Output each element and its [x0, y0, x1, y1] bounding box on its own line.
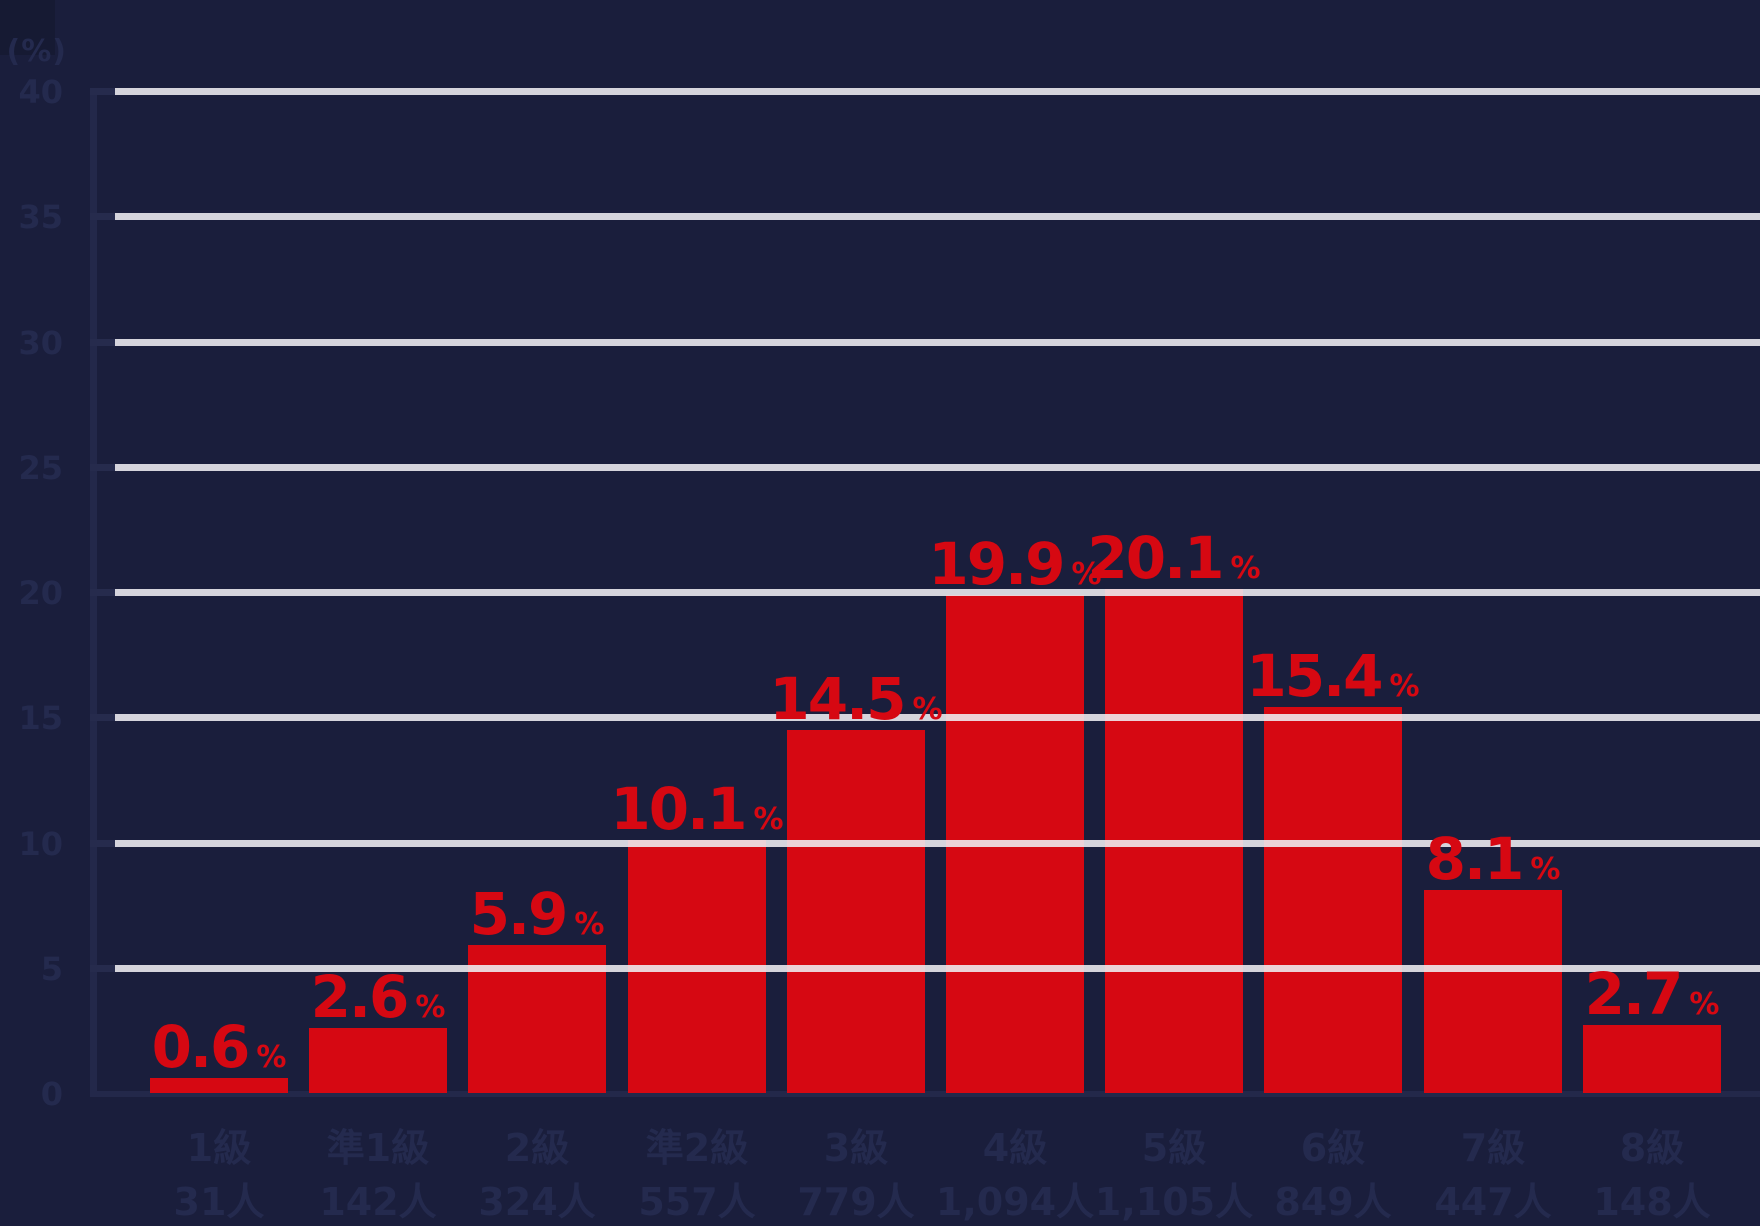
gridline: [115, 88, 1760, 95]
percent-suffix: %: [1530, 852, 1561, 887]
percent-suffix: %: [1071, 557, 1102, 592]
bar-value-label: 20.1%: [1087, 529, 1260, 587]
bar: [787, 730, 925, 1093]
percent-suffix: %: [753, 802, 784, 837]
bar-value-number: 0.6: [151, 1013, 251, 1081]
gridline-stub: [90, 88, 115, 95]
bar-value-label: 8.1%: [1426, 830, 1561, 888]
gridline: [115, 714, 1760, 721]
bar-value-number: 2.7: [1584, 960, 1684, 1028]
percent-suffix: %: [1689, 987, 1720, 1022]
bar: [150, 1078, 288, 1093]
percent-suffix: %: [415, 990, 446, 1025]
category-label: 4級: [982, 1126, 1048, 1170]
count-label: 148人: [1593, 1180, 1711, 1224]
bar-value-number: 8.1: [1425, 825, 1525, 893]
percent-suffix: %: [1389, 669, 1420, 704]
count-label: 1,094人: [935, 1180, 1095, 1224]
count-label: 1,105人: [1094, 1180, 1254, 1224]
count-label: 557人: [638, 1180, 756, 1224]
bar-value-label: 19.9%: [928, 535, 1101, 593]
category-label: 準2級: [645, 1126, 749, 1170]
category-label: 準1級: [326, 1126, 430, 1170]
y-tick-label: 40: [18, 73, 63, 111]
corner-artifact: [0, 0, 55, 55]
gridline-stub: [90, 339, 115, 346]
y-tick-label: 35: [18, 198, 63, 236]
y-tick-label: 0: [40, 1075, 63, 1113]
count-label: 849人: [1274, 1180, 1392, 1224]
y-tick-label: 5: [40, 950, 63, 988]
count-label: 324人: [478, 1180, 596, 1224]
bar-value-label: 10.1%: [610, 780, 783, 838]
gridline-stub: [90, 840, 115, 847]
bar-value-number: 15.4: [1246, 642, 1383, 710]
bar-value-number: 14.5: [769, 665, 906, 733]
bar-value-label: 0.6%: [152, 1018, 287, 1076]
bar-value-number: 19.9: [928, 530, 1065, 598]
category-label: 1級: [186, 1126, 252, 1170]
category-label: 8級: [1619, 1126, 1685, 1170]
bar: [1583, 1025, 1721, 1093]
count-label: 779人: [797, 1180, 915, 1224]
bar: [1424, 890, 1562, 1093]
count-label: 447人: [1434, 1180, 1552, 1224]
gridline: [115, 589, 1760, 596]
category-label: 3級: [823, 1126, 889, 1170]
bar: [1264, 707, 1402, 1093]
y-tick-label: 10: [18, 825, 63, 863]
y-tick-label: 20: [18, 574, 63, 612]
gridline: [115, 339, 1760, 346]
percent-suffix: %: [256, 1040, 287, 1075]
count-label: 31人: [173, 1180, 265, 1224]
bar-value-label: 15.4%: [1246, 647, 1419, 705]
category-label: 2級: [504, 1126, 570, 1170]
y-tick-label: 30: [18, 324, 63, 362]
y-axis-unit-label: (%): [6, 34, 67, 69]
gridline-stub: [90, 965, 115, 972]
bar: [309, 1028, 447, 1093]
gridline: [115, 464, 1760, 471]
bar-value-number: 2.6: [310, 963, 410, 1031]
bar-value-label: 5.9%: [470, 885, 605, 943]
bar-value-number: 10.1: [610, 775, 747, 843]
y-tick-label: 25: [18, 449, 63, 487]
percent-suffix: %: [1230, 551, 1261, 586]
percent-suffix: %: [912, 692, 943, 727]
category-label: 5級: [1141, 1126, 1207, 1170]
y-tick-label: 15: [18, 699, 63, 737]
bar-value-label: 2.6%: [311, 968, 446, 1026]
bar-value-label: 14.5%: [769, 670, 942, 728]
gridline: [115, 965, 1760, 972]
percent-suffix: %: [574, 907, 605, 942]
gridline-stub: [90, 464, 115, 471]
bar-value-number: 20.1: [1087, 524, 1224, 592]
bar-value-label: 2.7%: [1585, 965, 1720, 1023]
gridline-stub: [90, 213, 115, 220]
bar-value-number: 5.9: [469, 880, 569, 948]
category-label: 7級: [1460, 1126, 1526, 1170]
gridline: [115, 840, 1760, 847]
count-label: 142人: [319, 1180, 437, 1224]
axis-line-x: [90, 1091, 1760, 1097]
gridline-stub: [90, 714, 115, 721]
gridline: [115, 213, 1760, 220]
category-label: 6級: [1300, 1126, 1366, 1170]
gridline-stub: [90, 589, 115, 596]
